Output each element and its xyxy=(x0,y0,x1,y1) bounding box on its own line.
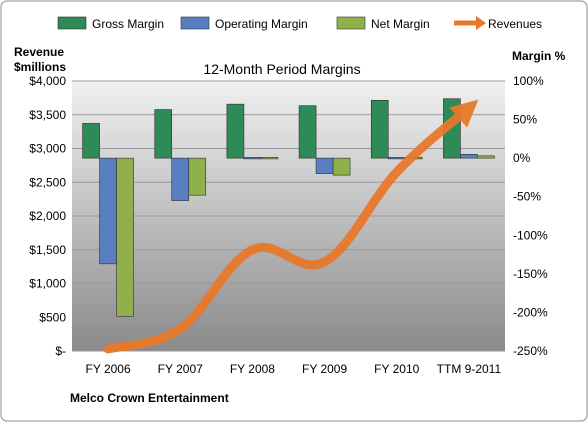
bar-gross-margin xyxy=(298,105,317,159)
legend-item-revenues: Revenues xyxy=(454,16,542,31)
gridlines xyxy=(72,80,505,352)
legend-label: Revenues xyxy=(488,17,542,31)
bar-gross-margin xyxy=(226,103,245,159)
legend-swatch xyxy=(57,16,87,30)
right-tick-label: -100% xyxy=(513,228,548,242)
bar-net-margin xyxy=(477,155,495,159)
x-ticks: FY 2006 FY 2007 FY 2008 FY 2009 FY 2010 TTM 9… xyxy=(86,362,502,376)
right-tick-label: 50% xyxy=(513,113,537,127)
chart-title: 12-Month Period Margins xyxy=(203,61,360,77)
x-tick-label: FY 2006 xyxy=(86,362,131,376)
legend-swatch xyxy=(336,16,366,30)
bar-net-margin xyxy=(188,157,207,196)
right-tick-label: 0% xyxy=(513,151,531,165)
bar-gross-margin xyxy=(154,109,173,159)
revenue-line xyxy=(103,99,479,354)
bar-operating-margin xyxy=(387,157,406,160)
revenue-line-group xyxy=(103,99,479,354)
right-tick-label: 100% xyxy=(513,74,544,88)
bar-gross-margin xyxy=(82,123,100,159)
legend: Gross Margin Operating Margin Net Margin Re… xyxy=(57,16,542,31)
footer-company: Melco Crown Entertainment xyxy=(70,391,229,405)
left-tick-label: $2,000 xyxy=(29,209,66,223)
bar-net-margin xyxy=(260,157,279,160)
bar-operating-margin xyxy=(315,157,334,174)
bar-gross-margin xyxy=(370,99,389,159)
left-tick-label: $3,000 xyxy=(29,142,66,156)
left-tick-label: $4,000 xyxy=(29,74,66,88)
x-tick-label: FY 2007 xyxy=(158,362,203,376)
legend-item-operating-margin: Operating Margin xyxy=(180,16,308,31)
legend-label: Operating Margin xyxy=(215,17,308,31)
bar-operating-margin xyxy=(243,157,262,160)
legend-swatch-arrow xyxy=(476,16,486,30)
left-tick-label: $1,500 xyxy=(29,243,66,257)
right-tick-label: -200% xyxy=(513,305,548,319)
left-tick-label: $2,500 xyxy=(29,175,66,189)
bar-operating-margin xyxy=(99,157,117,265)
x-tick-label: TTM 9-2011 xyxy=(437,362,502,376)
x-tick-label: FY 2008 xyxy=(230,362,275,376)
legend-swatch xyxy=(180,16,210,30)
legend-item-gross-margin: Gross Margin xyxy=(57,16,164,31)
x-tick-label: FY 2010 xyxy=(374,362,419,376)
x-tick-label: FY 2009 xyxy=(302,362,347,376)
right-tick-label: -250% xyxy=(513,344,548,358)
legend-item-net-margin: Net Margin xyxy=(336,16,430,31)
bar-net-margin xyxy=(116,157,134,317)
right-tick-label: -50% xyxy=(513,190,541,204)
left-tick-label: $500 xyxy=(39,310,66,324)
right-ticks: -250% -200% -150% -100% -50% 0% 50% 100% xyxy=(513,74,548,358)
left-tick-label: $- xyxy=(55,344,66,358)
bar-operating-margin xyxy=(171,157,190,201)
left-ticks: $- $500 $1,000 $1,500 $2,000 $2,500 $3,000 $3,5… xyxy=(29,74,66,358)
legend-label: Gross Margin xyxy=(92,17,164,31)
left-axis-label-line1: Revenue xyxy=(14,45,64,59)
right-axis-label: Margin % xyxy=(512,49,566,63)
legend-label: Net Margin xyxy=(371,17,430,31)
right-tick-label: -150% xyxy=(513,267,548,281)
bars xyxy=(82,98,495,317)
left-axis-label-line2: $millions xyxy=(14,60,66,74)
bar-net-margin xyxy=(332,157,351,176)
left-tick-label: $3,500 xyxy=(29,108,66,122)
bar-operating-margin xyxy=(460,153,478,159)
left-tick-label: $1,000 xyxy=(29,277,66,291)
